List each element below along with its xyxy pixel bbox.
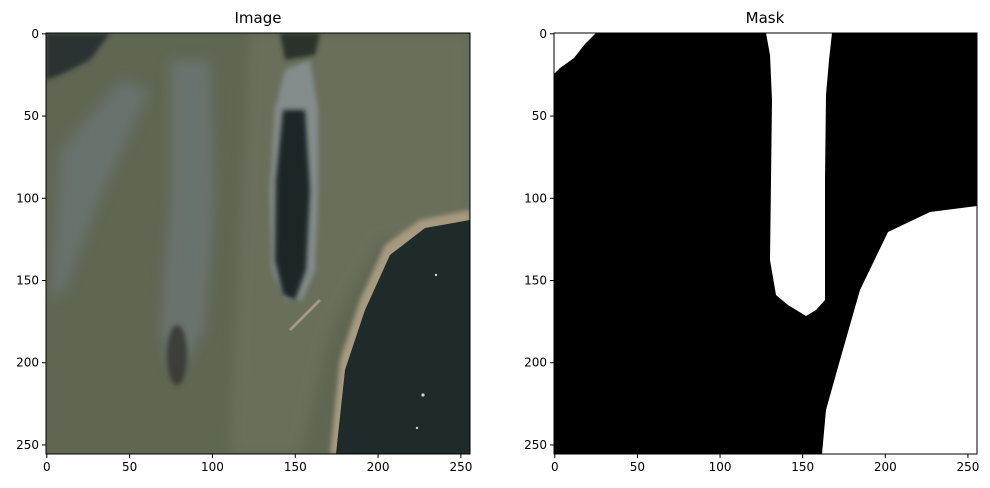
y-tick-label: 200 [524, 356, 547, 370]
mask-corner-region [554, 33, 596, 74]
dark-spot-lower [167, 325, 187, 385]
x-tick-label: 50 [630, 460, 645, 474]
image-ticks: 0 50 100 150 200 250 0 50 100 150 200 250 [16, 27, 472, 474]
y-tick-label: 0 [31, 27, 39, 41]
aerial-photo [46, 33, 470, 454]
y-tick-label: 150 [16, 274, 39, 288]
dark-top [280, 33, 320, 60]
x-tick-label: 250 [956, 460, 979, 474]
x-tick-label: 50 [122, 460, 137, 474]
mask-pond-region [822, 206, 977, 454]
y-tick-label: 250 [524, 438, 547, 452]
mask-panel: Mask 0 50 100 150 200 250 0 50 100 150 200 250 [524, 9, 979, 474]
y-tick-label: 250 [16, 438, 39, 452]
dark-corner [46, 33, 110, 80]
speckle [434, 273, 438, 277]
x-tick-label: 250 [449, 460, 472, 474]
y-tick-label: 100 [524, 191, 547, 205]
y-tick-label: 50 [532, 109, 547, 123]
water-channel [275, 110, 310, 300]
x-tick-label: 200 [874, 460, 897, 474]
image-panel-title: Image [235, 9, 282, 27]
mask-image [554, 33, 977, 454]
image-panel: Image [16, 9, 472, 474]
x-tick-label: 150 [284, 460, 307, 474]
speckle [415, 426, 419, 430]
x-tick-label: 0 [551, 460, 559, 474]
x-tick-label: 200 [367, 460, 390, 474]
image-axes-frame [45, 32, 471, 455]
y-tick-label: 200 [16, 356, 39, 370]
pond-water [336, 220, 470, 454]
streak-middle [160, 60, 215, 380]
mask-panel-title: Mask [746, 9, 785, 27]
y-tick-label: 0 [539, 27, 547, 41]
x-tick-label: 0 [43, 460, 51, 474]
speckle [421, 393, 425, 397]
x-tick-label: 150 [791, 460, 814, 474]
y-tick-label: 100 [16, 191, 39, 205]
mask-ticks: 0 50 100 150 200 250 0 50 100 150 200 250 [524, 27, 979, 474]
mask-channel-region [766, 33, 832, 316]
mask-axes-frame [553, 32, 978, 455]
x-tick-label: 100 [201, 460, 224, 474]
y-tick-label: 50 [24, 109, 39, 123]
y-tick-label: 150 [524, 274, 547, 288]
light-line [288, 298, 322, 332]
x-tick-label: 100 [709, 460, 732, 474]
streak-left [50, 80, 150, 300]
